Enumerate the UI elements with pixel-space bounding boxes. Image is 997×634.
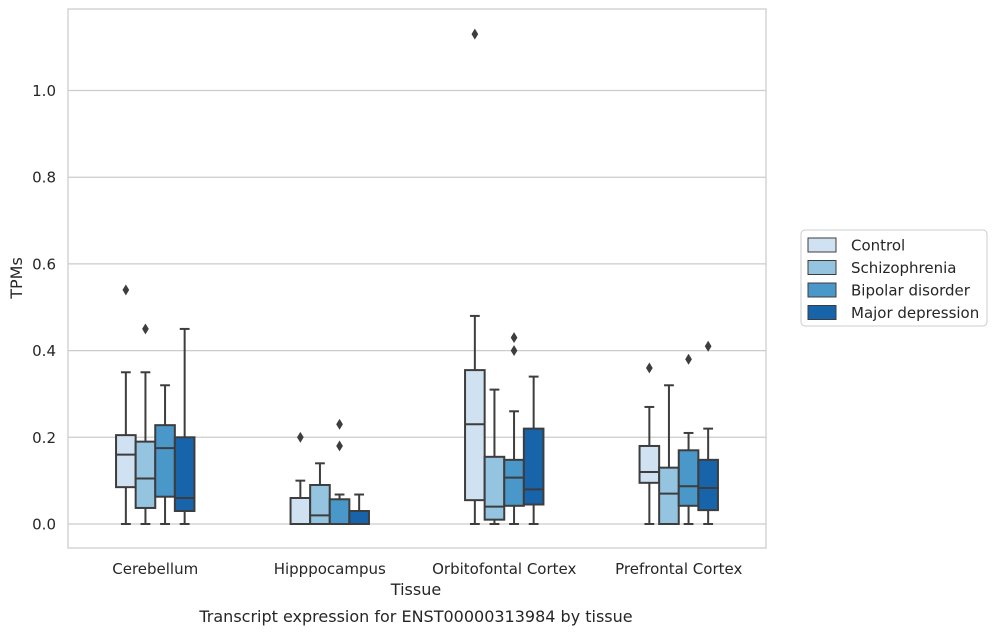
box-group xyxy=(328,418,351,525)
legend-swatch xyxy=(807,305,837,320)
box-iqr xyxy=(658,466,680,525)
box-group xyxy=(638,362,661,525)
y-axis-label: TPMs xyxy=(7,257,26,300)
box-iqr xyxy=(483,455,506,521)
legend-swatch xyxy=(807,282,837,298)
box-iqr xyxy=(464,369,486,502)
legend-label: Schizophrenia xyxy=(851,259,956,277)
box-group xyxy=(309,462,331,525)
box-iqr xyxy=(134,440,157,509)
y-tick-label: 0.2 xyxy=(32,429,56,447)
plot-frame xyxy=(67,8,767,549)
box-group xyxy=(289,431,312,525)
box-group xyxy=(115,284,137,525)
box-group xyxy=(348,493,370,525)
outlier-marker xyxy=(510,332,518,344)
box-iqr xyxy=(522,427,545,506)
box-iqr xyxy=(503,458,525,507)
legend-swatch xyxy=(807,260,837,275)
box-group xyxy=(522,375,545,525)
outlier-marker xyxy=(336,418,343,430)
box-group xyxy=(697,340,719,525)
outlier-marker xyxy=(704,340,712,352)
box-iqr xyxy=(697,458,719,512)
chart-caption: Transcript expression for ENST0000031398… xyxy=(198,607,632,626)
y-tick-label: 0.6 xyxy=(32,255,56,273)
box-group xyxy=(134,323,157,525)
box-iqr xyxy=(677,449,700,507)
box-group xyxy=(503,332,525,525)
y-tick-label: 0.8 xyxy=(32,169,56,187)
box-iqr xyxy=(154,424,176,498)
x-axis-ticks: Cerebellum Hipppocampus Orbitofontal Corte… xyxy=(112,560,742,578)
x-tick-label: Cerebellum xyxy=(112,560,198,578)
legend-label: Control xyxy=(851,237,905,255)
x-tick-label: Orbitofontal Cortex xyxy=(432,560,576,578)
x-axis-label: Tissue xyxy=(390,580,441,599)
box-iqr xyxy=(289,496,312,525)
outlier-marker xyxy=(645,362,653,374)
y-tick-label: 0.4 xyxy=(32,342,56,360)
box-group xyxy=(464,28,486,525)
outlier-marker xyxy=(142,323,149,335)
x-tick-label: Prefrontal Cortex xyxy=(615,560,742,578)
box-iqr xyxy=(173,436,196,512)
legend-label: Major depression xyxy=(851,304,979,322)
box-iqr xyxy=(115,434,137,489)
box-iqr xyxy=(348,509,370,525)
legend-label: Bipolar disorder xyxy=(851,282,971,300)
y-tick-label: 0.0 xyxy=(32,516,56,534)
y-axis-ticks: 0.0 0.2 0.4 0.6 0.8 1.0 xyxy=(32,82,56,534)
y-tick-label: 1.0 xyxy=(32,82,56,100)
outlier-marker xyxy=(471,28,479,40)
legend-box xyxy=(800,229,988,327)
x-tick-label: Hipppocampus xyxy=(274,560,386,578)
legend: Control Schizophrenia Bipolar disorder Majo… xyxy=(800,229,988,327)
box-iqr xyxy=(309,483,331,525)
box-group xyxy=(658,384,680,525)
box-series-group xyxy=(115,28,719,525)
legend-swatch xyxy=(807,237,837,253)
box-group xyxy=(677,353,700,525)
outlier-marker xyxy=(296,431,304,443)
outlier-marker xyxy=(685,353,692,365)
box-group xyxy=(483,388,506,525)
box-group xyxy=(154,384,176,525)
outlier-marker xyxy=(336,440,343,452)
box-iqr xyxy=(638,444,661,484)
outlier-marker xyxy=(510,345,518,357)
outlier-marker xyxy=(122,284,130,296)
box-iqr xyxy=(328,498,351,525)
box-group xyxy=(173,327,196,525)
